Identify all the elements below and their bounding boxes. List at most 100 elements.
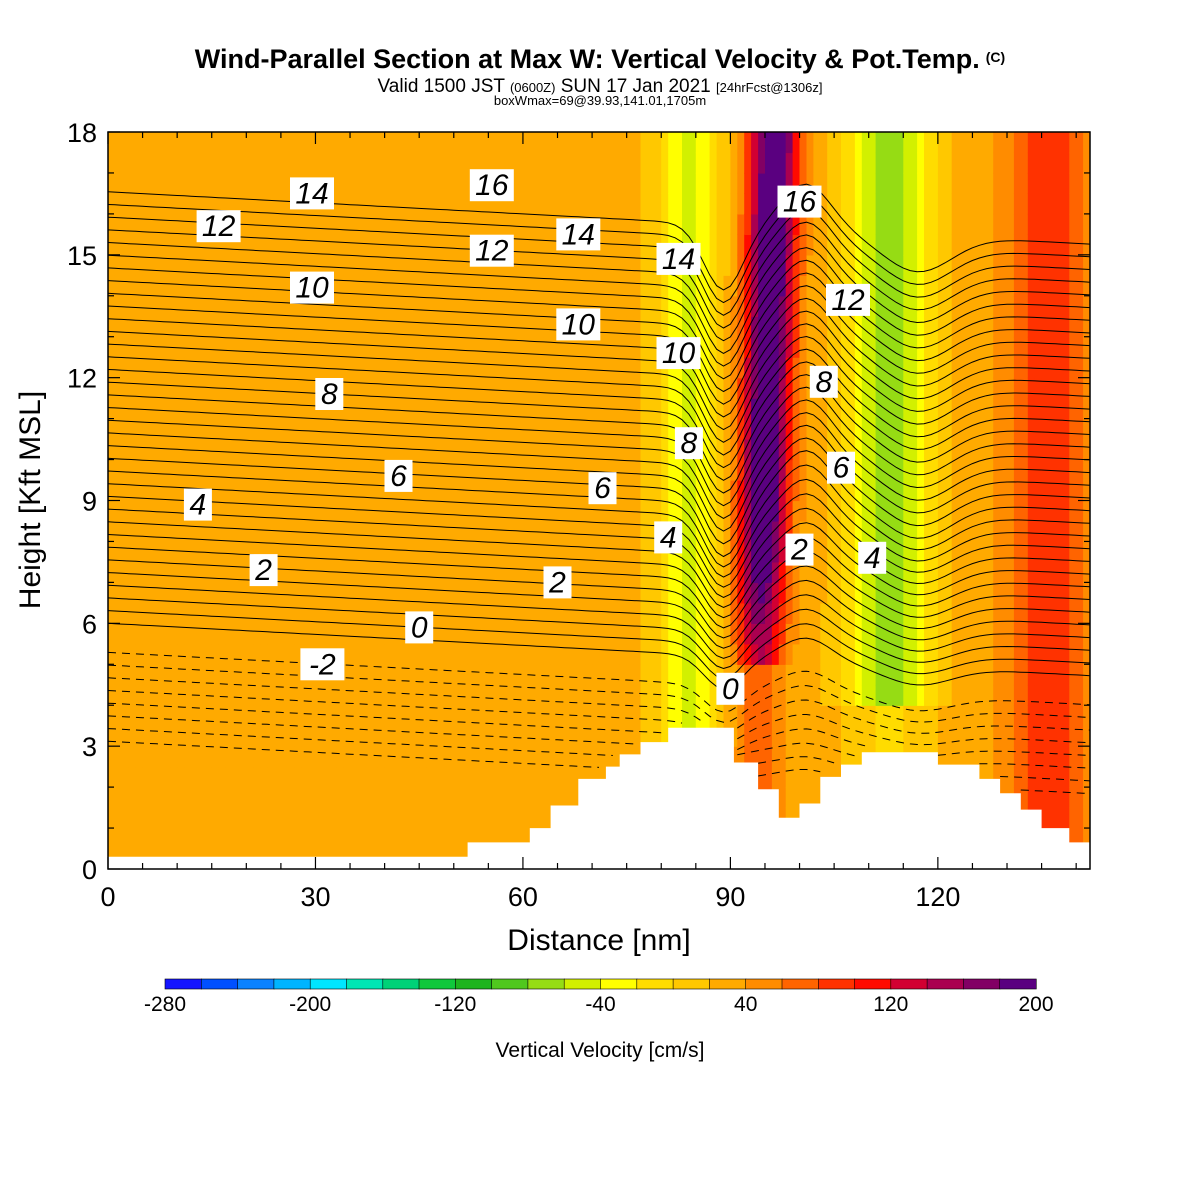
velocity-cell	[363, 234, 372, 256]
velocity-cell	[204, 623, 213, 645]
velocity-cell	[211, 480, 220, 502]
velocity-cell	[1062, 746, 1070, 768]
velocity-cell	[896, 132, 904, 154]
velocity-cell	[578, 418, 586, 440]
velocity-cell	[668, 582, 676, 604]
velocity-cell	[910, 234, 918, 256]
velocity-cell	[778, 561, 787, 583]
velocity-cell	[785, 602, 794, 624]
velocity-cell	[177, 684, 185, 706]
velocity-cell	[785, 295, 794, 317]
velocity-cell	[1007, 295, 1015, 317]
velocity-cell	[453, 398, 462, 420]
velocity-cell	[751, 377, 759, 399]
velocity-cell	[827, 725, 835, 747]
velocity-cell	[1041, 705, 1050, 727]
velocity-cell	[543, 213, 552, 235]
velocity-cell	[114, 582, 123, 604]
velocity-cell	[267, 172, 275, 194]
velocity-cell	[536, 275, 545, 297]
velocity-cell	[543, 807, 552, 829]
velocity-cell	[156, 582, 164, 604]
velocity-cell	[453, 418, 462, 440]
velocity-cell	[495, 459, 503, 481]
velocity-cell	[488, 439, 496, 461]
velocity-cell	[412, 172, 420, 194]
velocity-cell	[308, 521, 316, 543]
velocity-cell	[1048, 213, 1056, 235]
velocity-cell	[239, 398, 247, 420]
velocity-cell	[163, 541, 171, 563]
velocity-cell	[592, 643, 600, 665]
velocity-cell	[163, 295, 171, 317]
velocity-cell	[426, 561, 434, 583]
velocity-cell	[1007, 766, 1015, 788]
velocity-cell	[384, 152, 393, 174]
velocity-cell	[467, 787, 476, 809]
velocity-cell	[232, 275, 240, 297]
velocity-cell	[688, 705, 697, 727]
velocity-cell	[488, 684, 496, 706]
velocity-cell	[322, 521, 330, 543]
velocity-cell	[730, 377, 738, 399]
velocity-cell	[419, 828, 427, 850]
velocity-cell	[709, 582, 718, 604]
velocity-cell	[723, 234, 731, 256]
velocity-cell	[467, 439, 476, 461]
velocity-cell	[453, 725, 462, 747]
velocity-cell	[474, 725, 482, 747]
velocity-cell	[1034, 746, 1043, 768]
velocity-cell	[405, 828, 413, 850]
velocity-cell	[121, 357, 130, 379]
velocity-cell	[868, 357, 877, 379]
velocity-cell	[142, 561, 151, 583]
velocity-cell	[135, 684, 144, 706]
velocity-cell	[336, 623, 344, 645]
velocity-cell	[481, 828, 489, 850]
velocity-cell	[419, 787, 427, 809]
velocity-cell	[294, 295, 303, 317]
velocity-cell	[986, 398, 994, 420]
velocity-cell	[792, 172, 801, 194]
velocity-cell	[917, 582, 925, 604]
velocity-cell	[391, 172, 399, 194]
velocity-cell	[114, 828, 123, 850]
velocity-cell	[121, 623, 130, 645]
velocity-cell	[654, 213, 662, 235]
velocity-cell	[688, 193, 697, 215]
velocity-cell	[875, 193, 884, 215]
velocity-cell	[163, 500, 171, 522]
velocity-cell	[578, 746, 586, 768]
velocity-cell	[571, 746, 579, 768]
velocity-cell	[467, 582, 476, 604]
velocity-cell	[820, 234, 828, 256]
velocity-cell	[1013, 234, 1022, 256]
velocity-cell	[654, 172, 662, 194]
velocity-cell	[232, 582, 240, 604]
velocity-cell	[889, 643, 897, 665]
velocity-cell	[426, 254, 434, 276]
velocity-cell	[218, 295, 227, 317]
velocity-cell	[419, 152, 427, 174]
velocity-cell	[626, 172, 635, 194]
velocity-cell	[806, 418, 814, 440]
velocity-cell	[121, 418, 130, 440]
velocity-cell	[474, 521, 482, 543]
velocity-cell	[522, 439, 531, 461]
velocity-cell	[744, 418, 752, 440]
velocity-cell	[128, 787, 137, 809]
velocity-cell	[315, 521, 323, 543]
velocity-cell	[675, 459, 683, 481]
velocity-cell	[536, 213, 545, 235]
velocity-cell	[896, 377, 904, 399]
velocity-cell	[453, 521, 462, 543]
velocity-cell	[343, 254, 351, 276]
velocity-cell	[827, 705, 835, 727]
velocity-cell	[944, 172, 953, 194]
velocity-cell	[813, 398, 821, 420]
velocity-cell	[370, 357, 379, 379]
velocity-cell	[695, 152, 704, 174]
velocity-cell	[377, 439, 386, 461]
velocity-cell	[979, 561, 987, 583]
velocity-cell	[488, 132, 496, 154]
